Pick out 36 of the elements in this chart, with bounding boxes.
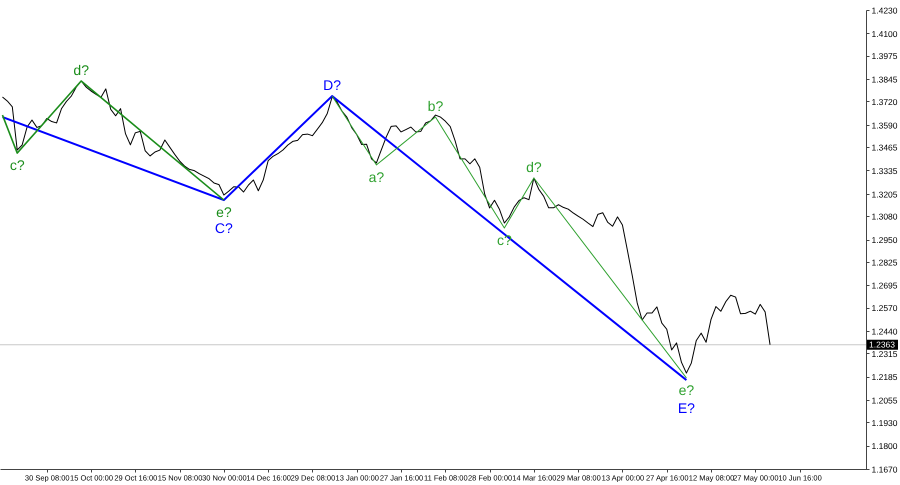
line-series (332, 96, 687, 378)
y-tick-label: 1.2055 (872, 395, 898, 406)
y-tick-label: 1.2185 (872, 372, 898, 382)
y-tick-label: 1.2695 (872, 280, 898, 291)
y-tick-label: 1.3590 (872, 120, 898, 130)
line-series (1, 95, 688, 382)
y-tick-label: 1.3720 (872, 96, 898, 107)
y-tick-label: 1.4230 (872, 6, 898, 16)
data-label: a? (368, 168, 384, 185)
line-series (2, 80, 225, 201)
y-tick-label: 1.3845 (872, 74, 898, 85)
y-tick-label: 1.2825 (872, 257, 898, 268)
data-label: c? (10, 157, 25, 174)
data-label: D? (323, 77, 342, 94)
data-label: c? (496, 232, 512, 248)
y-tick-label: 1.3465 (872, 142, 898, 153)
data-label: b? (428, 98, 444, 114)
y-tick-label: 1.2570 (872, 303, 898, 314)
ref-line-label: 1.2363 (869, 340, 896, 350)
y-tick-label: 1.1800 (872, 441, 898, 452)
data-label: C? (214, 220, 234, 236)
y-tick-label: 1.3335 (872, 166, 898, 176)
data-label: d? (73, 62, 90, 78)
y-tick-label: 1.2315 (872, 348, 898, 359)
data-label: e? (216, 204, 232, 220)
y-tick-label: 1.1930 (872, 418, 898, 428)
data-label: e? (678, 382, 694, 398)
y-tick-label: 1.4100 (872, 28, 898, 39)
data-label: E? (678, 400, 696, 416)
y-tick-label: 1.2950 (872, 235, 898, 245)
y-tick-label: 1.2440 (872, 326, 898, 336)
data-label: d? (526, 159, 542, 175)
y-tick-label: 1.3205 (872, 189, 898, 200)
y-tick-label: 1.3975 (872, 51, 898, 62)
y-tick-label: 1.3080 (872, 212, 898, 222)
y-tick-label: 1.1670 (872, 464, 898, 474)
